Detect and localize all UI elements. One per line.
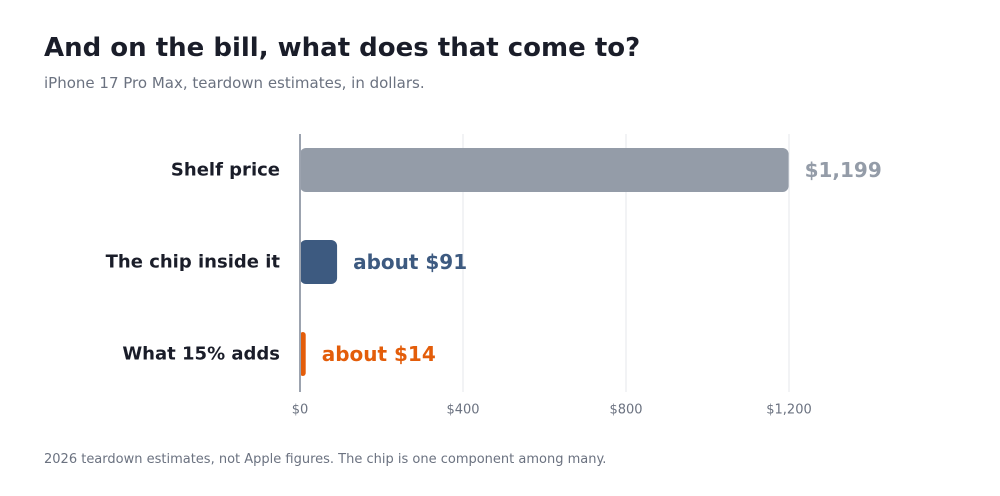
value-label-0: $1,199 [805, 158, 882, 182]
value-label-1: about $91 [353, 250, 467, 274]
bar-1 [300, 240, 338, 284]
category-label-1: The chip inside it [106, 252, 281, 273]
x-tick-label-2: $800 [609, 403, 642, 418]
bar-0 [300, 148, 789, 192]
chart-subtitle: iPhone 17 Pro Max, teardown estimates, i… [44, 74, 425, 92]
bar-2 [300, 332, 306, 376]
x-tick-label-1: $400 [446, 403, 479, 418]
category-label-0: Shelf price [171, 160, 280, 181]
chart-footnote: 2026 teardown estimates, not Apple figur… [44, 452, 607, 467]
value-label-2: about $14 [322, 342, 436, 366]
x-tick-label-0: $0 [292, 403, 309, 418]
x-tick-label-3: $1,200 [766, 403, 812, 418]
category-label-2: What 15% adds [122, 344, 280, 365]
chart-title: And on the bill, what does that come to? [44, 33, 641, 63]
